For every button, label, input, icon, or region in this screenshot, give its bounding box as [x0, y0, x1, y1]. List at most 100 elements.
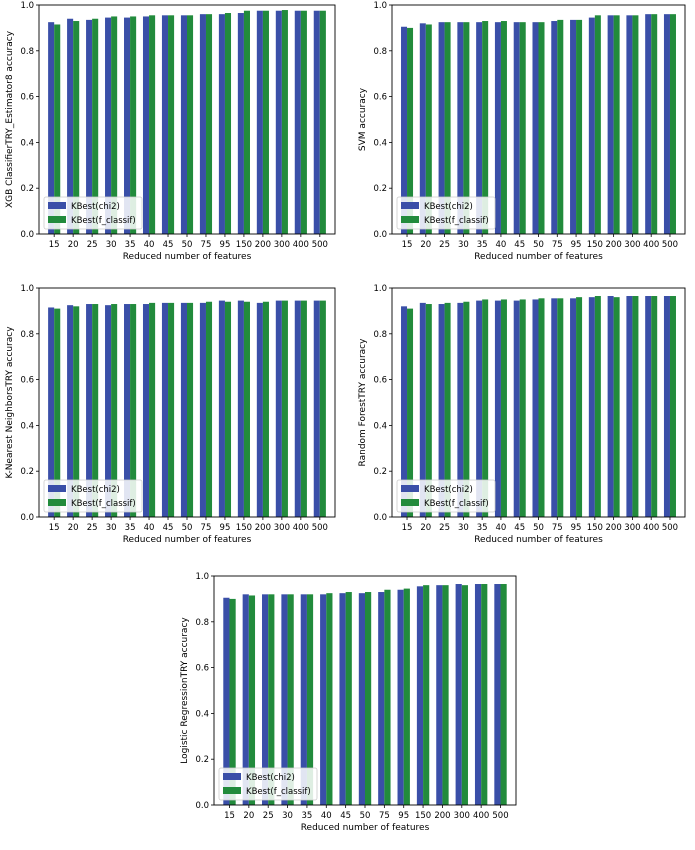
x-tick-label: 150 [415, 811, 431, 821]
x-tick-label: 20 [420, 523, 431, 533]
bar-f-classif-150 [243, 10, 250, 234]
y-tick-label: 0.8 [373, 47, 387, 57]
bar-chi2-200 [607, 296, 614, 517]
x-tick-label: 95 [571, 523, 582, 533]
y-tick-label: 0.0 [373, 513, 387, 523]
bar-chi2-40 [142, 304, 150, 517]
y-axis-label: XGB ClassifierTRY_Estimator8 accuracy [5, 30, 15, 208]
bar-chi2-150 [237, 13, 244, 234]
bar-f-classif-45 [519, 299, 526, 517]
x-tick-label: 95 [220, 240, 231, 250]
bar-chi2-45 [513, 300, 520, 517]
bar-f-classif-200 [613, 297, 620, 517]
bar-f-classif-500 [319, 300, 326, 517]
x-tick-label: 300 [624, 523, 640, 533]
x-tick-label: 75 [201, 523, 212, 533]
x-tick-label: 25 [439, 240, 450, 250]
y-tick-label: 0.2 [373, 467, 387, 477]
x-tick-label: 15 [49, 523, 60, 533]
bar-chi2-95 [570, 19, 577, 234]
y-axis-label: Random ForestTRY accuracy [358, 338, 368, 467]
bar-chi2-45 [161, 15, 169, 235]
y-tick-label: 0.2 [20, 467, 34, 477]
legend-box [43, 196, 143, 230]
bar-chi2-25 [438, 22, 445, 235]
bar-chi2-35 [476, 300, 483, 517]
legend-swatch [401, 202, 419, 209]
y-axis-label: SVM accuracy [358, 87, 368, 151]
bar-chi2-45 [339, 593, 346, 805]
x-tick-label: 30 [282, 811, 293, 821]
bar-chi2-30 [457, 302, 464, 517]
bar-f-classif-45 [345, 592, 352, 805]
bar-f-classif-50 [538, 22, 545, 235]
legend-swatch [48, 485, 66, 492]
bar-f-classif-500 [669, 296, 676, 517]
bar-chi2-400 [474, 584, 482, 805]
bar-f-classif-35 [130, 16, 137, 235]
x-tick-label: 15 [224, 811, 235, 821]
bar-chi2-300 [455, 584, 462, 805]
bar-f-classif-20 [425, 24, 432, 234]
bar-chi2-45 [161, 302, 169, 517]
y-tick-label: 0.6 [373, 376, 387, 386]
bar-f-classif-25 [268, 594, 275, 805]
y-tick-label: 0.6 [195, 664, 209, 674]
x-tick-label: 95 [398, 811, 409, 821]
bar-f-classif-200 [442, 585, 449, 805]
bar-f-classif-50 [187, 302, 194, 517]
bar-chi2-15 [401, 306, 408, 517]
bar-chi2-35 [124, 17, 131, 235]
bar-chi2-20 [419, 23, 426, 234]
bar-chi2-400 [294, 10, 301, 234]
y-tick-label: 1.0 [195, 572, 209, 582]
x-tick-label: 95 [220, 523, 231, 533]
x-tick-label: 75 [552, 240, 563, 250]
y-tick-label: 0.4 [373, 421, 387, 431]
y-tick-label: 0.6 [20, 93, 34, 103]
x-tick-label: 35 [302, 811, 313, 821]
bar-f-classif-40 [326, 593, 333, 805]
bar-chi2-15 [48, 307, 55, 517]
legend: KBest(chi2) KBest(f_classif) [43, 479, 143, 513]
bar-chi2-150 [588, 17, 595, 235]
y-axis-label: K-Nearest NeighborsTRY accuracy [5, 326, 15, 479]
x-tick-label: 200 [434, 811, 450, 821]
bar-chi2-20 [419, 302, 426, 517]
x-tick-label: 50 [182, 523, 193, 533]
bar-chi2-40 [142, 16, 150, 235]
bar-chi2-25 [86, 19, 93, 234]
bar-f-classif-200 [613, 15, 620, 235]
x-tick-label: 150 [236, 240, 252, 250]
bar-chi2-75 [199, 14, 206, 234]
x-tick-label: 20 [68, 523, 79, 533]
x-tick-label: 30 [106, 523, 117, 533]
chart-panel-4: 15 20 25 30 35 40 45 50 75 95 150 200 300 400 500 0.0 0.… [358, 284, 686, 545]
bar-f-classif-95 [224, 301, 232, 517]
y-tick-label: 1.0 [20, 284, 34, 294]
bar-chi2-25 [262, 594, 269, 805]
legend-swatch [48, 202, 66, 209]
x-tick-label: 25 [87, 240, 98, 250]
bar-chi2-300 [275, 10, 282, 234]
bar-f-classif-45 [168, 302, 175, 517]
bar-f-classif-35 [482, 21, 489, 235]
x-tick-label: 200 [255, 523, 271, 533]
bar-f-classif-150 [594, 15, 601, 235]
bar-f-classif-150 [423, 585, 430, 805]
axes-frame [38, 4, 336, 235]
legend-swatch [223, 773, 241, 780]
bar-f-classif-30 [463, 301, 470, 517]
y-tick-label: 0.8 [20, 47, 34, 57]
bar-chi2-25 [438, 304, 445, 517]
bar-f-classif-500 [669, 14, 676, 234]
bar-chi2-500 [663, 296, 670, 517]
axes-frame [213, 575, 517, 806]
bar-chi2-50 [532, 299, 539, 517]
x-tick-label: 40 [321, 811, 332, 821]
bar-chi2-400 [645, 14, 652, 234]
bar-chi2-95 [397, 589, 404, 805]
bar-chi2-300 [626, 296, 633, 517]
bar-f-classif-40 [149, 15, 156, 235]
bar-f-classif-95 [224, 13, 232, 234]
